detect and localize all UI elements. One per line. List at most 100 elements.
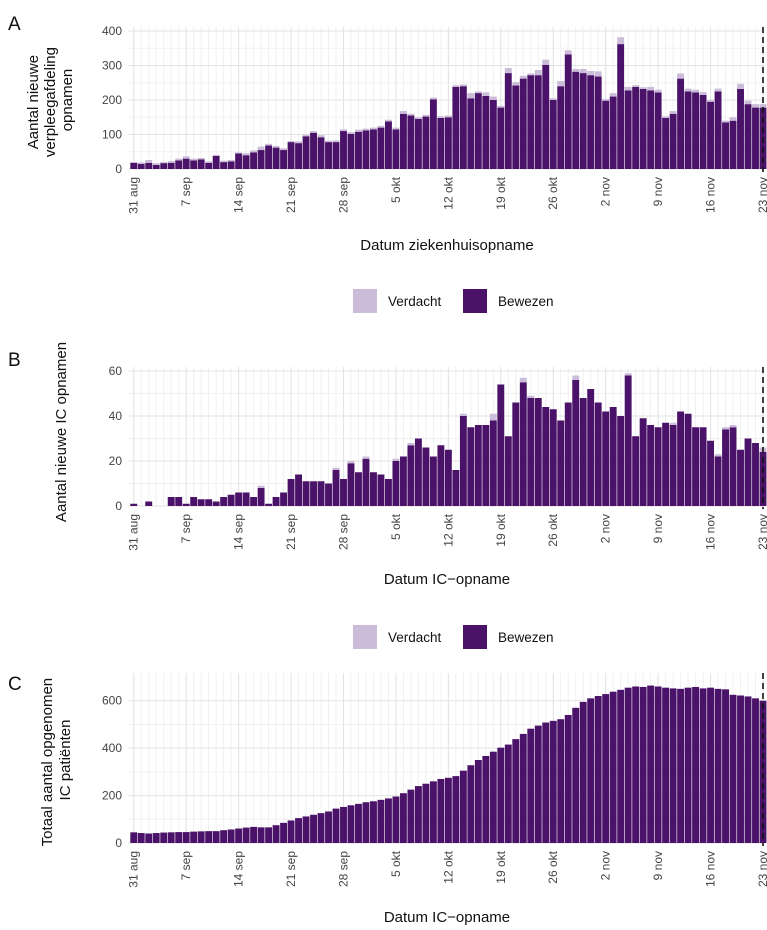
chart-c-plot: 0 200 400 600 31 aug 7 sep 14 sep 21 sep 28 sep 5… [102, 673, 767, 888]
chart-c-bar-totaal [197, 831, 205, 843]
chart-a-bar-bewezen [534, 75, 542, 169]
chart-c-bar-totaal [362, 802, 370, 843]
chart-c-bar-totaal [272, 825, 280, 843]
chart-b-bar-bewezen [669, 425, 677, 506]
legend-2-verdacht-swatch [353, 625, 377, 649]
chart-a-bar-verdacht [295, 141, 302, 144]
chart-a-bar-bewezen [639, 88, 647, 169]
chart-c-x-tick-label: 14 sep [232, 851, 246, 887]
chart-a-bar-bewezen [699, 94, 707, 169]
chart-b-bar-bewezen [444, 449, 452, 506]
chart-a-bar-verdacht [692, 89, 700, 93]
chart-a-bar-verdacht [377, 125, 385, 128]
chart-b-bar-bewezen [429, 456, 437, 506]
chart-c-bar-totaal [347, 805, 355, 843]
chart-c-bar-totaal [624, 687, 632, 843]
chart-a-bar-verdacht [392, 127, 400, 130]
chart-a-bar-verdacht [310, 131, 317, 133]
chart-b-bar-bewezen [325, 483, 332, 506]
chart-a-bar-verdacht [242, 153, 250, 156]
chart-a-bar-verdacht [340, 129, 347, 132]
chart-b-bar-verdacht [459, 413, 467, 416]
chart-a-bar-verdacht [512, 82, 520, 86]
chart-a-bar-verdacht [542, 59, 550, 65]
chart-a-bar-verdacht [759, 104, 767, 108]
chart-b-bar-bewezen [534, 398, 542, 506]
chart-a-bar-bewezen [654, 92, 662, 169]
chart-c-bar-totaal [602, 694, 610, 843]
chart-b-bar-verdacht [347, 461, 355, 464]
chart-a-bar-verdacht [317, 135, 325, 138]
chart-a-bar-bewezen [272, 147, 280, 169]
chart-b-bar-bewezen [692, 427, 700, 506]
chart-b-bar-bewezen [145, 501, 153, 506]
chart-b-bar-bewezen [362, 458, 370, 506]
chart-a-bar-verdacht [489, 96, 497, 100]
chart-b-x-axis-title: Datum IC−opname [384, 571, 510, 588]
chart-a-bar-bewezen [617, 44, 625, 169]
chart-a-bar-verdacht [302, 134, 310, 137]
chart-a-bar-bewezen [197, 159, 205, 169]
chart-c-y-tick-label: 0 [115, 836, 122, 850]
chart-c-bar-totaal [227, 829, 235, 843]
chart-b-bar-bewezen [662, 422, 670, 506]
legend-1-verdacht-label: Verdacht [388, 294, 442, 309]
chart-a-bar-bewezen [384, 121, 392, 169]
chart-b-bar-verdacht [714, 454, 722, 457]
chart-c-bar-totaal [677, 688, 685, 843]
chart-c-bar-totaal [325, 811, 332, 843]
chart-c-bar-totaal [542, 722, 550, 843]
chart-c-bar-totaal [310, 814, 317, 843]
chart-b-bar-bewezen [489, 420, 497, 506]
chart-a-bar-bewezen [429, 99, 437, 169]
chart-c-bar-totaal [130, 832, 138, 843]
chart-b-bar-bewezen [227, 494, 235, 506]
chart-a-bar-bewezen [647, 90, 655, 169]
chart-b-y-tick-label: 0 [115, 499, 122, 513]
chart-a-bar-bewezen [459, 86, 467, 169]
chart-b-bar-bewezen [714, 456, 722, 506]
chart-a-bar-bewezen [152, 164, 160, 169]
chart-a-bar-bewezen [175, 160, 183, 169]
chart-a-bar-verdacht [347, 132, 355, 134]
legend-1-verdacht-swatch [353, 289, 377, 313]
chart-c-bar-totaal [722, 689, 729, 843]
chart-c-bar-totaal [175, 832, 183, 843]
chart-a-bar-verdacht [669, 111, 677, 114]
chart-b-bar-bewezen [407, 445, 415, 506]
chart-c-bar-totaal [497, 747, 505, 843]
chart-c-bar-totaal [549, 720, 557, 843]
chart-a-bar-verdacht [504, 67, 512, 74]
chart-c-bar-totaal [639, 686, 647, 843]
chart-c-x-tick-label: 28 sep [336, 851, 350, 887]
chart-a-bar-bewezen [452, 86, 460, 169]
chart-a-bar-bewezen [594, 76, 602, 169]
chart-a-y-tick-label: 100 [102, 128, 122, 142]
chart-a-bar-bewezen [190, 160, 198, 169]
chart-a-x-tick-label: 2 nov [599, 177, 613, 206]
chart-a-bar-verdacht [370, 127, 377, 130]
chart-a-bar-bewezen [325, 142, 332, 169]
chart-a-bar-verdacht [130, 162, 138, 163]
chart-c-y-tick-label: 400 [102, 741, 122, 755]
chart-a-bar-verdacht [707, 100, 715, 102]
chart-b-bar-bewezen [587, 389, 595, 506]
chart-a-bar-bewezen [437, 117, 445, 169]
chart-a-bar-verdacht [197, 157, 205, 160]
chart-a-y-tick-label: 200 [102, 93, 122, 107]
chart-a-bar-bewezen [295, 143, 302, 169]
chart-a-bar-bewezen [737, 88, 744, 169]
chart-b-bar-bewezen [414, 438, 422, 506]
chart-b-bar-bewezen [482, 425, 490, 506]
chart-a-bar-verdacht [227, 160, 235, 162]
chart-a-bar-bewezen [212, 155, 220, 169]
chart-a-bar-verdacht [467, 93, 475, 99]
chart-b-bar-verdacht [332, 467, 340, 470]
chart-a-bar-verdacht [617, 37, 625, 45]
chart-a-bar-verdacht [399, 111, 407, 114]
chart-c-bar-totaal [452, 776, 460, 843]
chart-c-bar-totaal [399, 793, 407, 843]
chart-b-bar-bewezen [242, 492, 250, 506]
chart-a-bar-bewezen [482, 95, 490, 169]
chart-c-x-tick-label: 31 aug [127, 851, 141, 888]
